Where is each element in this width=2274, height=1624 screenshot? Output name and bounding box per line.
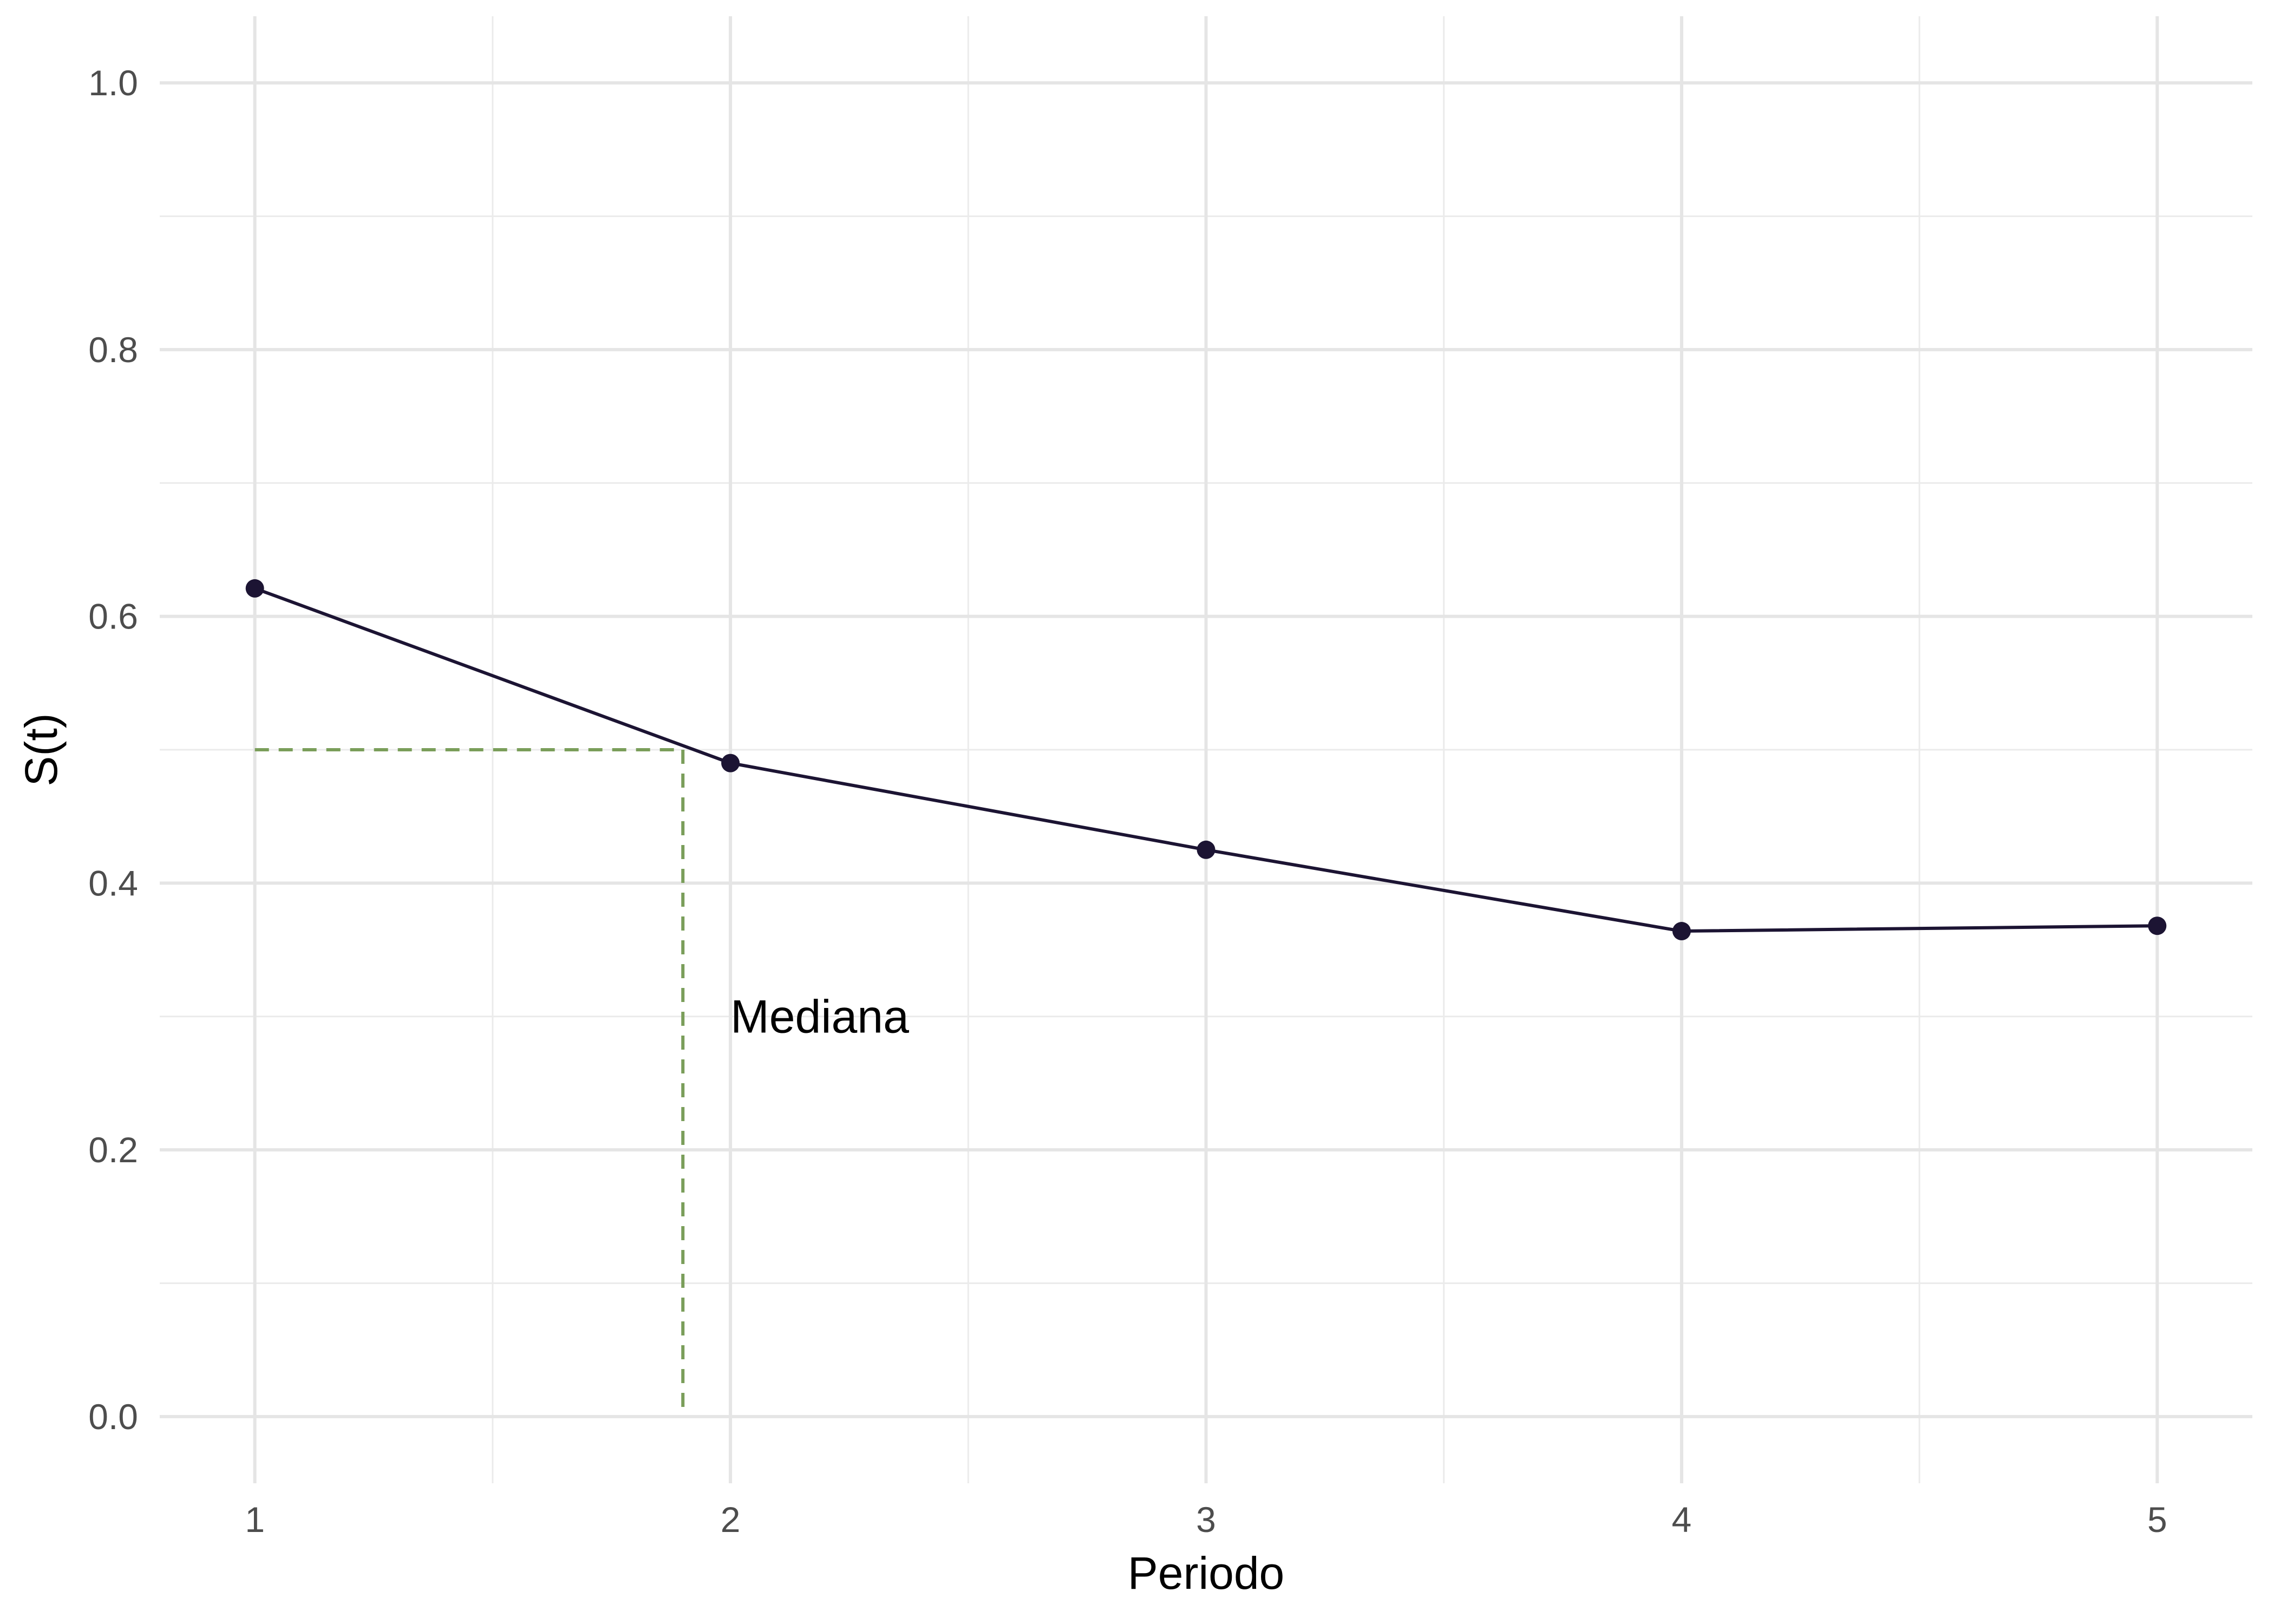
x-tick-label: 4 — [1672, 1499, 1692, 1540]
x-axis-title: Periodo — [1128, 1548, 1285, 1599]
x-tick-label: 5 — [2147, 1499, 2167, 1540]
y-tick-label: 0.0 — [88, 1397, 138, 1437]
data-point — [245, 579, 264, 598]
data-point — [2148, 916, 2167, 935]
data-point — [1197, 840, 1216, 859]
median-annotation: Mediana — [730, 991, 909, 1043]
y-tick-label: 0.2 — [88, 1130, 138, 1170]
grid — [160, 16, 2252, 1483]
data-point — [1672, 922, 1691, 941]
y-tick-label: 0.4 — [88, 863, 138, 903]
x-tick-label: 1 — [245, 1499, 265, 1540]
y-tick-label: 1.0 — [88, 63, 138, 103]
y-tick-labels: 0.0 0.2 0.4 0.6 0.8 1.0 — [88, 63, 138, 1437]
y-axis-title: S(t) — [16, 713, 67, 786]
x-tick-label: 3 — [1196, 1499, 1216, 1540]
data-point — [721, 754, 740, 772]
y-tick-label: 0.6 — [88, 597, 138, 637]
annotations: Mediana — [730, 991, 909, 1043]
y-tick-label: 0.8 — [88, 330, 138, 370]
x-tick-labels: 1 2 3 4 5 — [245, 1499, 2167, 1540]
series-group — [245, 579, 2167, 941]
median-reference-lines — [254, 748, 685, 1417]
x-tick-label: 2 — [721, 1499, 741, 1540]
